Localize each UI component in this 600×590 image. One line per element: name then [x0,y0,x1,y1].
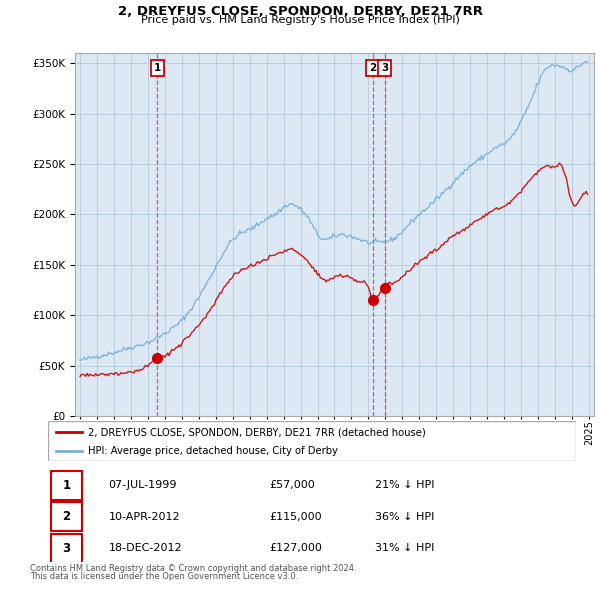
Text: £57,000: £57,000 [270,480,316,490]
Text: 2: 2 [370,63,377,73]
Text: 07-JUL-1999: 07-JUL-1999 [109,480,177,490]
Text: 10-APR-2012: 10-APR-2012 [109,512,181,522]
Text: This data is licensed under the Open Government Licence v3.0.: This data is licensed under the Open Gov… [30,572,298,581]
Text: 21% ↓ HPI: 21% ↓ HPI [376,480,435,490]
Text: 2, DREYFUS CLOSE, SPONDON, DERBY, DE21 7RR: 2, DREYFUS CLOSE, SPONDON, DERBY, DE21 7… [118,5,482,18]
Text: 1: 1 [62,478,71,491]
Text: 31% ↓ HPI: 31% ↓ HPI [376,543,435,553]
Text: 36% ↓ HPI: 36% ↓ HPI [376,512,435,522]
Text: £115,000: £115,000 [270,512,322,522]
FancyBboxPatch shape [50,503,82,531]
Text: 3: 3 [381,63,388,73]
Text: Contains HM Land Registry data © Crown copyright and database right 2024.: Contains HM Land Registry data © Crown c… [30,564,356,573]
Text: £127,000: £127,000 [270,543,323,553]
Text: 3: 3 [62,542,71,555]
Text: 1: 1 [154,63,161,73]
FancyBboxPatch shape [50,534,82,563]
Text: 2: 2 [62,510,71,523]
FancyBboxPatch shape [50,471,82,500]
Text: 2, DREYFUS CLOSE, SPONDON, DERBY, DE21 7RR (detached house): 2, DREYFUS CLOSE, SPONDON, DERBY, DE21 7… [88,428,425,438]
Text: HPI: Average price, detached house, City of Derby: HPI: Average price, detached house, City… [88,447,337,456]
Text: 18-DEC-2012: 18-DEC-2012 [109,543,182,553]
Text: Price paid vs. HM Land Registry's House Price Index (HPI): Price paid vs. HM Land Registry's House … [140,15,460,25]
